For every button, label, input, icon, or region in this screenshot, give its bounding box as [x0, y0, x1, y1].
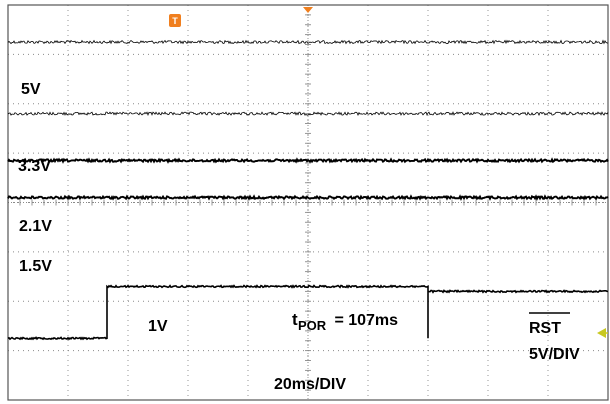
grid-border [7, 4, 609, 401]
trace-1v5v [7, 194, 609, 202]
label-5v: 5V [21, 81, 41, 98]
trigger-t-marker: T [169, 14, 181, 27]
rst-level-marker-arrow [597, 328, 606, 338]
graticule [7, 4, 609, 401]
trigger-t-label: T [172, 16, 178, 26]
label-3v3: 3.3V [18, 158, 51, 175]
tpor-subscript: POR [298, 318, 327, 333]
label-time-scale: 20ms/DIV [274, 376, 346, 393]
trace-3v3v [7, 111, 609, 117]
trace-5v [7, 39, 609, 45]
trace-rst [7, 284, 609, 341]
waveform-traces [7, 39, 609, 341]
label-2v1: 2.1V [19, 218, 52, 235]
label-1v5: 1.5V [19, 258, 52, 275]
trigger-position-marker [303, 7, 313, 13]
tpor-annotation: t POR = 107ms [292, 310, 398, 333]
label-rst: RST [529, 320, 561, 337]
tpor-t: t [292, 310, 298, 329]
label-rst-scale: 5V/DIV [529, 346, 580, 363]
tpor-value: = 107ms [330, 312, 398, 329]
label-rst-level: 1V [148, 318, 168, 335]
trace-2v1v [7, 157, 609, 164]
